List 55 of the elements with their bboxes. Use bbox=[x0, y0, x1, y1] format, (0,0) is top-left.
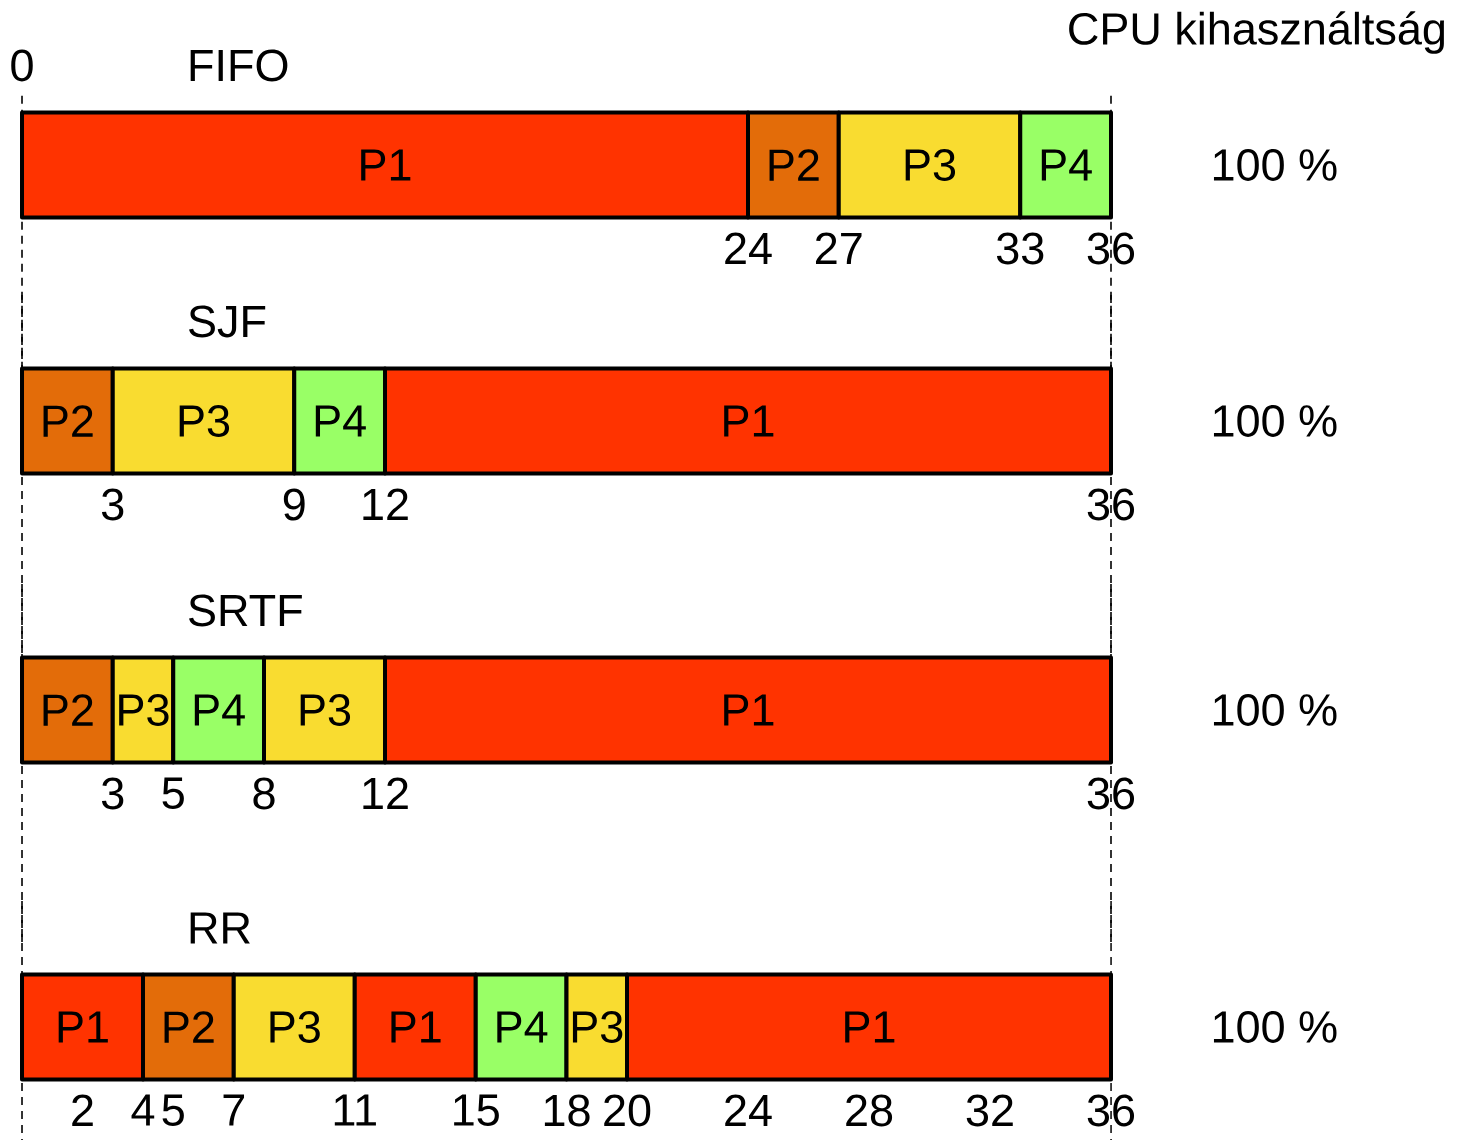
series-label: P4 bbox=[315, 405, 366, 437]
x-tick-label: 9 bbox=[283, 488, 305, 521]
x-tick-label: 36 bbox=[1087, 777, 1135, 810]
x-tick-label: 11 bbox=[334, 1094, 376, 1126]
x-tick-label: 24 bbox=[725, 1094, 772, 1126]
x-tick-label: 28 bbox=[846, 1094, 893, 1127]
x-tick-label: 12 bbox=[363, 488, 408, 520]
x-tick-label: 24 bbox=[725, 232, 772, 264]
series-label: P1 bbox=[724, 694, 774, 726]
x-tick-label: 36 bbox=[1087, 1094, 1135, 1127]
series-label: P1 bbox=[58, 1011, 108, 1043]
chart-title: FIFO bbox=[190, 49, 288, 82]
chart-title: RR bbox=[190, 912, 250, 944]
x-tick-label: 27 bbox=[815, 232, 862, 264]
series-label: P1 bbox=[724, 405, 774, 437]
x-tick-label: 3 bbox=[101, 777, 124, 810]
x-tick-label: 4 bbox=[131, 1094, 155, 1126]
series-label: P3 bbox=[572, 1011, 623, 1043]
x-tick-label: 2 bbox=[72, 1094, 93, 1126]
chart-title: SJF bbox=[189, 305, 266, 338]
x-tick-label: 18 bbox=[544, 1094, 590, 1127]
series-label: P3 bbox=[179, 405, 230, 437]
x-tick-label: 5 bbox=[162, 777, 184, 809]
series-label: P4 bbox=[194, 694, 245, 726]
series-label: P1 bbox=[361, 149, 411, 181]
series-label: P1 bbox=[391, 1011, 441, 1043]
x-tick-label: 12 bbox=[363, 777, 408, 809]
chart-title: SRTF bbox=[189, 594, 302, 627]
series-label: P1 bbox=[845, 1011, 895, 1043]
x-tick-label: 8 bbox=[253, 777, 275, 810]
text: 100 % bbox=[1213, 405, 1337, 437]
x-tick-label: 15 bbox=[454, 1094, 499, 1126]
x-tick-label: 20 bbox=[604, 1094, 651, 1127]
x-tick-label: 5 bbox=[162, 1094, 184, 1126]
series-label: P3 bbox=[300, 694, 351, 726]
annotation: CPU kihasználtság bbox=[1069, 11, 1445, 54]
text: 100 % bbox=[1213, 149, 1337, 181]
series-label: P4 bbox=[497, 1011, 548, 1043]
series-label: P2 bbox=[769, 149, 819, 181]
x-tick-label: 3 bbox=[101, 488, 124, 521]
text: 100 % bbox=[1213, 1011, 1337, 1043]
series-label: P2 bbox=[43, 694, 93, 726]
series-label: P4 bbox=[1041, 149, 1092, 181]
series-label: P2 bbox=[164, 1011, 214, 1043]
series-label: P3 bbox=[905, 149, 956, 181]
text: 100 % bbox=[1213, 694, 1337, 726]
annotation: 0 bbox=[11, 49, 33, 82]
series-label: P3 bbox=[270, 1011, 320, 1043]
x-tick-label: 7 bbox=[223, 1094, 245, 1126]
x-tick-label: 36 bbox=[1087, 232, 1135, 265]
series-label: P3 bbox=[119, 694, 169, 726]
x-tick-label: 33 bbox=[996, 232, 1044, 265]
series-label: P2 bbox=[43, 405, 93, 437]
x-tick-label: 36 bbox=[1087, 488, 1135, 521]
x-tick-label: 32 bbox=[966, 1094, 1013, 1127]
